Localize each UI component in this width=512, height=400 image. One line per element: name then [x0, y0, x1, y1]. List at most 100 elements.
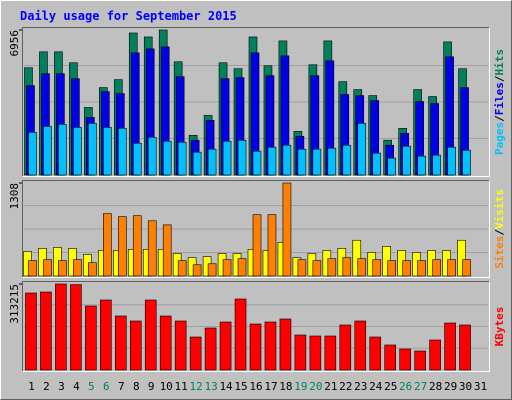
x-tick-label: 2 — [43, 380, 50, 393]
bar — [387, 260, 397, 277]
bar — [417, 260, 426, 277]
x-tick-label: 22 — [339, 380, 352, 393]
bar — [327, 147, 337, 176]
panel-bevel-light — [22, 180, 490, 278]
bar — [342, 144, 352, 176]
bar — [88, 123, 97, 176]
bar — [219, 321, 232, 371]
x-tick-label: 7 — [118, 380, 125, 393]
bar — [447, 259, 456, 277]
legend-entry: Files — [493, 82, 506, 115]
bar — [222, 140, 232, 176]
x-tick-label: 11 — [175, 380, 188, 393]
bar — [162, 140, 172, 176]
bar — [384, 344, 397, 371]
x-tick-label: 5 — [88, 380, 95, 393]
bar — [159, 315, 172, 371]
bar — [207, 263, 217, 277]
x-tick-label: 30 — [459, 380, 472, 393]
legend-entry: Pages — [493, 122, 506, 155]
panel-bevel-dark — [22, 27, 490, 177]
bar — [222, 259, 232, 277]
bar — [204, 327, 217, 371]
x-tick-label: 8 — [133, 380, 140, 393]
legend-entry: KBytes — [493, 307, 506, 347]
bar — [462, 149, 471, 176]
x-tick-label: 28 — [429, 380, 442, 393]
bar — [28, 131, 37, 176]
bar — [294, 334, 307, 371]
bar — [174, 320, 187, 371]
bar — [402, 145, 411, 176]
legend-separator: / — [493, 75, 506, 82]
legend-separator: / — [493, 229, 506, 236]
bar — [297, 148, 307, 176]
bar — [414, 350, 426, 371]
legend-entry: Hits — [493, 49, 506, 76]
bar — [324, 335, 337, 371]
bar — [162, 224, 172, 277]
bar — [387, 157, 397, 176]
bar — [132, 142, 142, 176]
bar — [429, 339, 441, 371]
bar — [207, 148, 217, 176]
x-tick-label: 23 — [354, 380, 367, 393]
x-tick-label: 19 — [294, 380, 307, 393]
panel-bevel-light — [22, 281, 490, 372]
bar — [103, 127, 112, 176]
bar — [129, 320, 142, 371]
bar — [58, 260, 67, 277]
x-tick-label: 4 — [73, 380, 80, 393]
bar — [192, 264, 202, 277]
panel-bevel-dark — [22, 180, 490, 278]
bar — [447, 146, 456, 176]
bar — [55, 283, 67, 371]
x-tick-label: 20 — [309, 380, 322, 393]
bar — [252, 150, 262, 176]
bar — [264, 321, 277, 371]
x-tick-label: 13 — [204, 380, 217, 393]
bar — [309, 335, 322, 371]
bar — [312, 148, 322, 176]
panel-bevel-light — [22, 27, 490, 177]
y-tick-label: 6956 — [8, 30, 21, 57]
bar — [70, 284, 82, 371]
bar — [43, 126, 52, 176]
bar — [282, 182, 292, 277]
x-tick-label: 24 — [369, 380, 383, 393]
bar — [342, 257, 352, 277]
bar — [369, 336, 382, 371]
bar — [177, 260, 187, 277]
x-tick-label: 31 — [474, 380, 487, 393]
bar — [189, 336, 202, 371]
x-tick-label: 21 — [324, 380, 337, 393]
bar — [372, 152, 382, 176]
bar — [234, 298, 247, 371]
bar — [432, 259, 441, 277]
bar — [462, 259, 471, 277]
legend-entry: Sites — [493, 236, 506, 269]
bar — [459, 324, 471, 371]
bar — [352, 239, 362, 277]
legend-entry: Visits — [493, 189, 506, 229]
x-tick-label: 6 — [103, 380, 110, 393]
legend: KBytes — [493, 307, 506, 347]
bar — [252, 214, 262, 277]
x-tick-label: 27 — [414, 380, 427, 393]
x-tick-label: 14 — [219, 380, 233, 393]
x-tick-label: 10 — [160, 380, 173, 393]
bar — [357, 258, 367, 277]
bar — [372, 259, 382, 277]
bar — [237, 258, 247, 277]
bar — [85, 305, 97, 371]
bar — [249, 323, 262, 371]
bar — [417, 155, 426, 176]
bar — [177, 141, 187, 176]
bar — [282, 144, 292, 176]
x-tick-label: 18 — [279, 380, 292, 393]
bar — [237, 139, 247, 176]
bar — [88, 262, 97, 277]
bar — [267, 146, 277, 176]
